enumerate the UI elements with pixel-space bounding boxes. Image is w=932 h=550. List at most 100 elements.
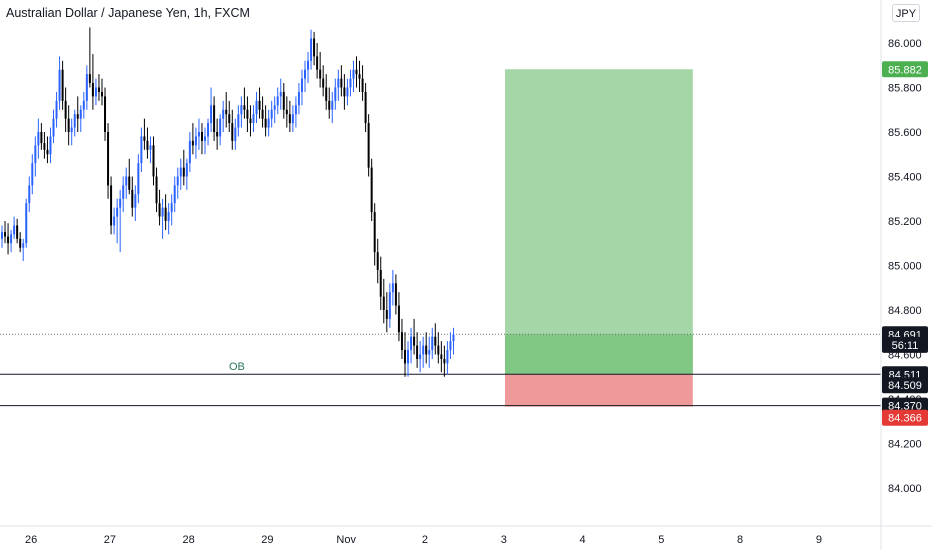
candle-body (443, 358, 446, 364)
candle-body (273, 105, 276, 110)
x-tick-label: 9 (816, 534, 822, 546)
candle-body (334, 87, 337, 101)
ob-bottom-price-label-bg (882, 397, 928, 414)
candle-body (146, 140, 149, 150)
candle-body (410, 336, 413, 351)
candle-body (179, 167, 182, 177)
candle-body (216, 132, 219, 137)
candle-body (267, 118, 270, 128)
candle-body (388, 292, 391, 319)
y-tick-label: 86.000 (888, 38, 922, 50)
candle-body (282, 91, 285, 110)
candle-body (352, 69, 355, 79)
candle-body (149, 145, 152, 150)
stop-price-label-bg (882, 409, 928, 426)
candle-body (128, 176, 131, 190)
candle-body (373, 212, 376, 253)
candle-body (167, 212, 170, 221)
candle-body (152, 145, 155, 177)
x-tick-label: 27 (104, 534, 116, 546)
candle-body (343, 87, 346, 97)
candle-body (440, 354, 443, 359)
candle-body (73, 114, 76, 128)
x-tick-label: 4 (579, 534, 585, 546)
x-tick-label: 3 (501, 534, 507, 546)
stop-zone (504, 374, 693, 407)
candle-body (97, 87, 100, 92)
candle-body (143, 136, 146, 141)
candle-body (110, 185, 113, 226)
candle-body (310, 38, 313, 61)
candle-body (228, 114, 231, 124)
candle-body (340, 78, 343, 88)
candle-body (300, 78, 303, 92)
candle-body (431, 336, 434, 351)
y-tick-label: 84.000 (888, 483, 922, 495)
candle-body (91, 83, 94, 97)
candle-body (134, 194, 137, 208)
candle-body (361, 78, 364, 92)
candle-body (176, 176, 179, 186)
candle-body (25, 203, 28, 244)
candle-body (400, 332, 403, 351)
candle-body (437, 345, 440, 355)
x-tick-label: 28 (183, 534, 195, 546)
candle-body (137, 163, 140, 195)
y-tick-label: 85.600 (888, 127, 922, 139)
candle-body (76, 114, 79, 119)
candle-body (85, 74, 88, 101)
candle-body (70, 127, 73, 132)
candle-body (207, 123, 210, 137)
candle-body (291, 114, 294, 124)
candle-body (258, 100, 261, 110)
y-tick-label: 85.400 (888, 172, 922, 184)
x-tick-label: 2 (422, 534, 428, 546)
candle-body (140, 136, 143, 164)
candle-body (325, 87, 328, 101)
candle-body (425, 345, 428, 355)
candle-body (204, 136, 207, 141)
candle-body (307, 60, 310, 70)
candle-body (364, 91, 367, 124)
stop-price-label: 84.366 (888, 413, 922, 425)
y-tick-label: 85.000 (888, 261, 922, 273)
candle-body (264, 118, 267, 128)
entry-price-label: 84.509 (888, 380, 922, 392)
candle-body (119, 198, 122, 208)
candle-body (249, 118, 252, 124)
candle-body (34, 145, 37, 164)
candle-body (328, 100, 331, 110)
candle-body (28, 185, 31, 204)
countdown-label-bg (882, 336, 928, 353)
candle-body (358, 74, 361, 79)
candle-body (270, 109, 273, 119)
candle-body (188, 140, 191, 164)
candle-body (413, 336, 416, 346)
candle-body (297, 91, 300, 106)
candle-body (161, 207, 164, 217)
candle-body (416, 345, 419, 359)
candle-body (294, 105, 297, 115)
candle-body (122, 185, 125, 199)
x-tick-label: 26 (25, 534, 37, 546)
candle-body (367, 123, 370, 168)
candle-body (49, 136, 52, 155)
x-tick-label: Nov (336, 534, 356, 546)
ob-annotation-label: OB (229, 361, 245, 373)
candle-body (13, 225, 16, 235)
candle-body (158, 203, 161, 217)
candle-body (210, 105, 213, 124)
candle-body (346, 87, 349, 97)
x-tick-label: 29 (261, 534, 273, 546)
candle-body (107, 132, 110, 186)
candle-body (7, 236, 10, 244)
chart-title: Australian Dollar / Japanese Yen, 1h, FX… (6, 6, 250, 20)
y-tick-label: 84.200 (888, 439, 922, 451)
currency-button[interactable]: JPY (892, 4, 920, 22)
candle-body (337, 78, 340, 88)
candle-body (200, 132, 203, 141)
candle-body (252, 114, 255, 124)
candle-body (10, 234, 13, 244)
candle-body (61, 69, 64, 101)
